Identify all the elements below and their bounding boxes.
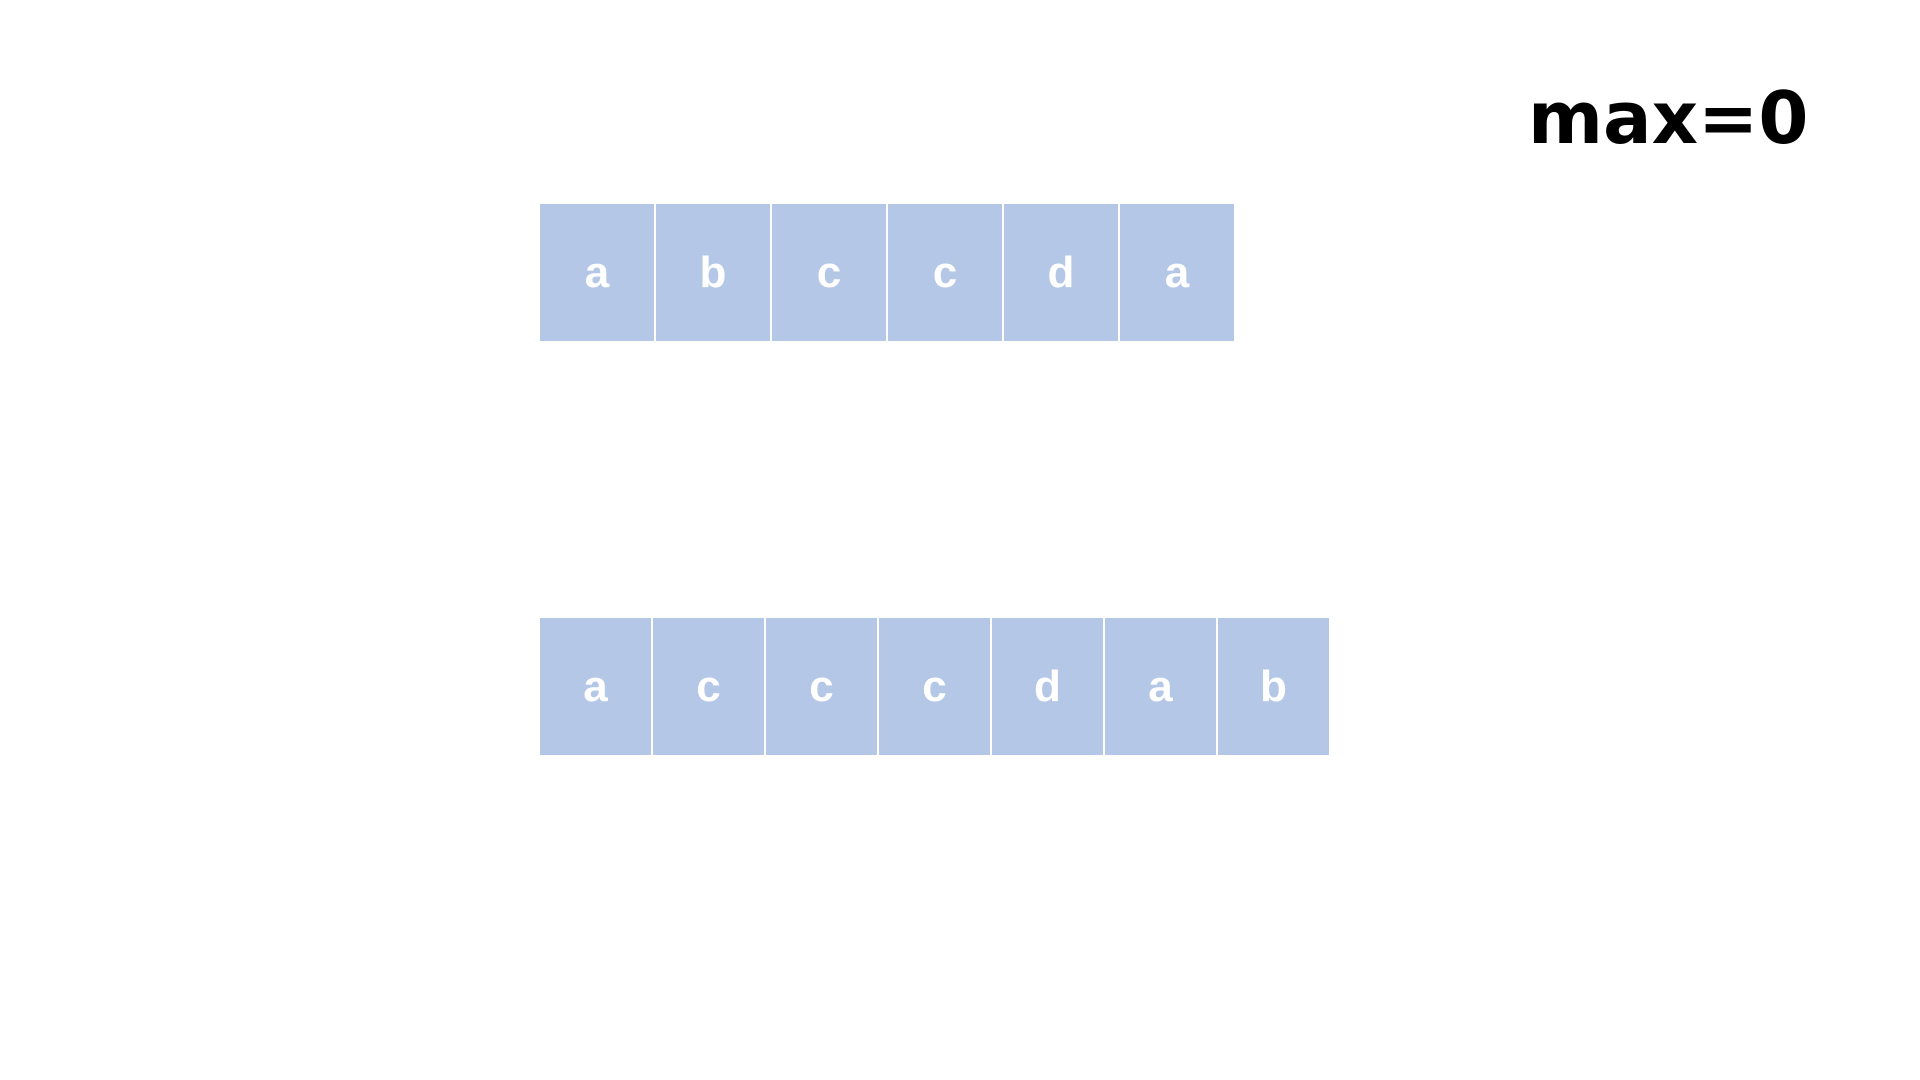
char-cell: c [879,618,992,755]
char-cell: b [1218,618,1329,755]
char-cell: a [1105,618,1218,755]
char-cell: a [1120,204,1234,341]
char-cell: a [540,204,656,341]
string-row-top: a b c c d a [540,204,1234,341]
char-cell: b [656,204,772,341]
string-row-bottom: a c c c d a b [540,618,1329,755]
char-cell: d [1004,204,1120,341]
char-cell: c [772,204,888,341]
char-cell: c [888,204,1004,341]
char-cell: a [540,618,653,755]
char-cell: c [766,618,879,755]
max-counter-label: max=0 [1528,76,1809,160]
char-cell: d [992,618,1105,755]
char-cell: c [653,618,766,755]
